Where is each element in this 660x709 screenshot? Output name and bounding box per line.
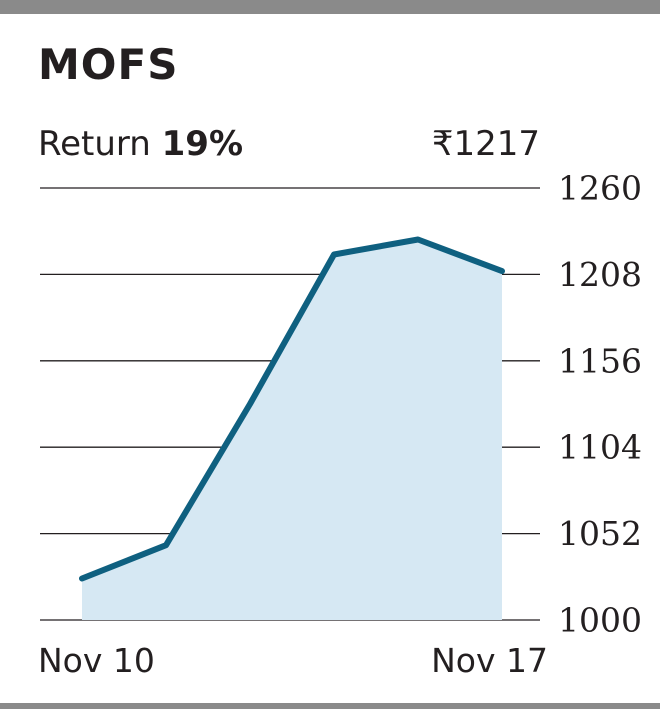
- top-rule: [0, 0, 660, 14]
- bottom-rule: [0, 703, 660, 709]
- y-tick-label: 1208: [558, 255, 642, 294]
- y-tick-label: 1052: [558, 514, 642, 553]
- x-tick-label: Nov 10: [38, 641, 155, 680]
- series-line: [79, 236, 505, 582]
- y-tick-label: 1260: [558, 169, 642, 208]
- y-axis-ticks: 1260 1208 1156 1104 1052 1000: [558, 169, 642, 640]
- area-fill: [82, 239, 502, 620]
- x-axis-ticks: Nov 10 Nov 17: [38, 641, 548, 680]
- y-tick-label: 1000: [558, 601, 642, 640]
- return-text: Return 19%: [38, 127, 243, 161]
- y-tick-label: 1104: [558, 428, 642, 467]
- chart-title: MOFS: [38, 40, 179, 89]
- return-label: Return: [38, 124, 151, 164]
- return-value: 19%: [161, 124, 244, 164]
- y-tick-label: 1156: [558, 341, 642, 380]
- current-price: ₹1217: [431, 124, 540, 164]
- x-tick-label: Nov 17: [431, 641, 548, 680]
